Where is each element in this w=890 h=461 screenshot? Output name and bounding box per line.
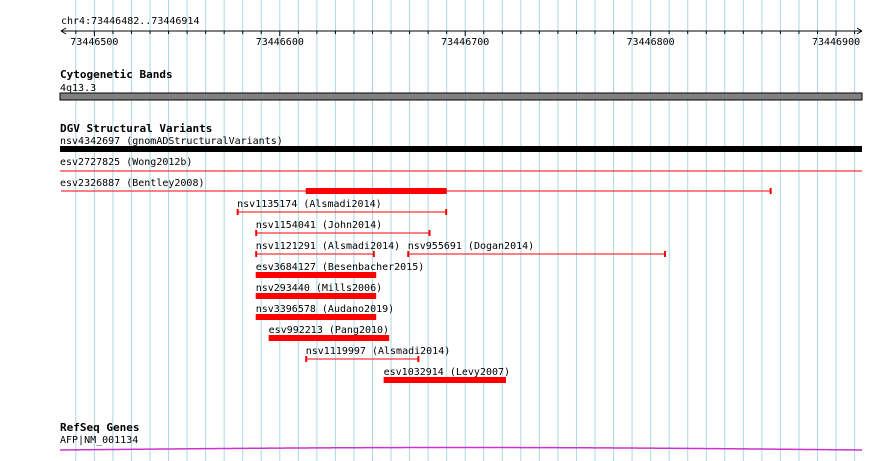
dgv-variant-label: nsv4342697 (gnomADStructuralVariants) [60,136,283,147]
dgv-variant-label: esv2326887 (Bentley2008) [60,178,205,189]
dgv-variant-bar[interactable] [268,335,390,341]
refseq-gene-label: AFP|NM_001134 [60,435,138,446]
dgv-variant-item[interactable]: esv2727825 (Wong2012b) [60,157,862,172]
dgv-variant-label: nsv1121291 (Alsmadi2014) [256,241,401,252]
dgv-variant-item[interactable]: nsv4342697 (gnomADStructuralVariants) [60,136,862,152]
refseq-track[interactable]: RefSeq Genes AFP|NM_001134 [59,421,863,451]
dgv-variant-bar[interactable] [255,293,377,299]
dgv-variant-thick-region[interactable] [305,188,447,194]
ruler-tick-label: 73446800 [627,37,675,48]
dgv-variant-bar[interactable] [383,377,506,383]
dgv-variant-item[interactable]: nsv1154041 (John2014) [255,220,431,236]
dgv-variant-item[interactable]: esv992213 (Pang2010) [268,325,390,341]
dgv-variant-item[interactable]: esv3684127 (Besenbacher2015) [255,262,425,278]
dgv-variant-label: esv1032914 (Levy2007) [384,367,510,378]
dgv-variant-item[interactable]: nsv1121291 (Alsmadi2014) [255,241,401,257]
refseq-gene-feature[interactable] [59,446,863,451]
ruler-right-arrow-icon [856,27,863,35]
dgv-variant-item[interactable]: nsv3396578 (Audano2019) [255,304,394,320]
dgv-variant-label: nsv293440 (Mills2006) [256,283,382,294]
dgv-variant-bar[interactable] [255,272,377,278]
ruler-ticks [75,31,856,36]
dgv-variant-item[interactable]: esv2326887 (Bentley2008) [60,178,772,194]
cytoband-track-title: Cytogenetic Bands [60,68,173,81]
vertical-grid-lines [75,0,856,461]
dgv-track[interactable]: DGV Structural Variants nsv4342697 (gnom… [60,122,862,383]
ruler-tick-label: 73446700 [441,37,489,48]
ruler-tick-label: 73446500 [70,37,118,48]
dgv-track-title: DGV Structural Variants [60,122,212,135]
ruler-left-arrow-icon [60,27,67,35]
dgv-variant-label: nsv3396578 (Audano2019) [256,304,394,315]
dgv-variant-item[interactable]: esv1032914 (Levy2007) [383,367,510,383]
ruler-track[interactable]: chr4:73446482..73446914 73446500 73446600… [60,16,863,48]
dgv-variant-label: nsv1135174 (Alsmadi2014) [237,199,381,210]
cytoband-track[interactable]: Cytogenetic Bands 4q13.3 [59,68,863,101]
dgv-variant-bar[interactable] [255,314,377,320]
dgv-variant-item[interactable]: nsv1119997 (Alsmadi2014) [305,346,451,362]
dgv-variant-label: esv3684127 (Besenbacher2015) [256,262,425,273]
dgv-variant-label: nsv1119997 (Alsmadi2014) [306,346,451,357]
dgv-variant-list: nsv4342697 (gnomADStructuralVariants) esv… [60,136,862,383]
dgv-variant-item[interactable]: nsv955691 (Dogan2014) [407,241,666,257]
cytoband-label: 4q13.3 [60,83,96,94]
ruler-tick-label: 73446900 [812,37,860,48]
dgv-variant-label: esv2727825 (Wong2012b) [60,157,192,168]
dgv-variant-bar[interactable] [60,146,862,152]
dgv-variant-label: nsv1154041 (John2014) [256,220,382,231]
ruler-tick-label: 73446600 [256,37,304,48]
dgv-variant-label: nsv955691 (Dogan2014) [408,241,534,252]
cytoband-bar[interactable] [59,92,863,101]
dgv-variant-label: esv992213 (Pang2010) [269,325,389,336]
ruler-tick-labels: 73446500 73446600 73446700 73446800 73446900 [70,37,860,48]
locus-label: chr4:73446482..73446914 [61,16,199,27]
dgv-variant-item[interactable]: nsv1135174 (Alsmadi2014) [236,199,448,215]
dgv-variant-item[interactable]: nsv293440 (Mills2006) [255,283,382,299]
refseq-track-title: RefSeq Genes [60,421,139,434]
